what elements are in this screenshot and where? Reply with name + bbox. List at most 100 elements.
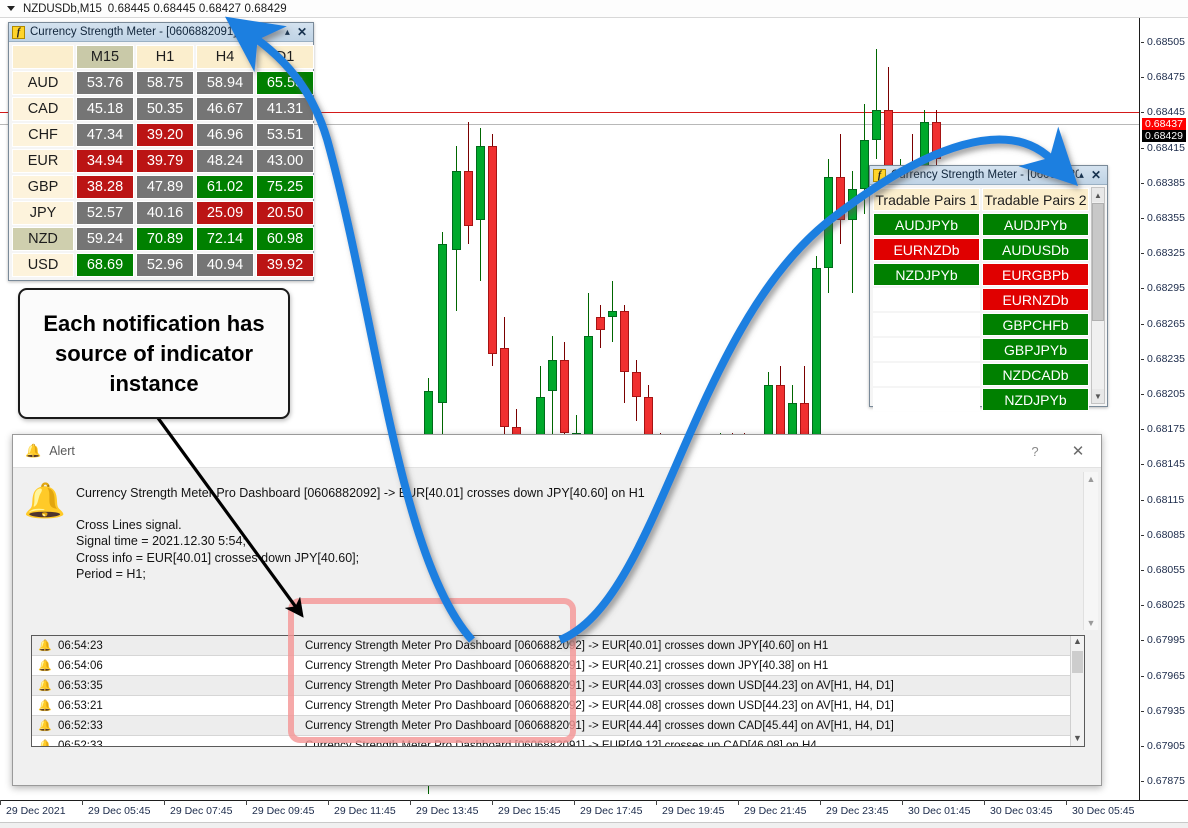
time-tick-label: 29 Dec 17:45 (573, 800, 643, 817)
alert-history-list[interactable]: 🔔 06:54:23 Currency Strength Meter Pro Das… (31, 635, 1085, 747)
scroll-down-icon[interactable]: ▼ (1073, 733, 1082, 743)
tradable-pair-cell[interactable]: GBPCHFb (982, 313, 1089, 336)
csm-strength-cell: 34.94 (76, 149, 134, 173)
price-tick-label: 0.68295 (1141, 282, 1188, 295)
csm-row-header[interactable]: JPY (12, 201, 74, 225)
csm-strength-cell: 52.96 (136, 253, 194, 277)
chart-ohlc-values: 0.68445 0.68445 0.68427 0.68429 (107, 2, 287, 15)
alert-dialog[interactable]: 🔔 Alert ? ✕ 🔔 Currency Strength Meter Pr… (12, 434, 1102, 786)
tradable-pair-empty-cell (873, 338, 980, 361)
csm-strength-cell: 40.94 (196, 253, 254, 277)
tradable-pair-cell[interactable]: AUDJPYb (982, 213, 1089, 236)
bell-icon: 🔔 (38, 740, 52, 747)
tradable-pair-cell[interactable]: NZDJPYb (982, 388, 1089, 411)
bell-icon: 🔔 (38, 680, 52, 692)
csm-column-header[interactable]: H4 (196, 45, 254, 69)
alert-list-row[interactable]: 🔔 06:53:35 Currency Strength Meter Pro Das… (32, 676, 1084, 696)
tradable-pairs-panel[interactable]: f Currency Strength Meter - [0606882092]… (869, 165, 1108, 411)
time-tick-label: 30 Dec 05:45 (1065, 800, 1135, 817)
time-tick-label: 29 Dec 07:45 (163, 800, 233, 817)
alert-message-text: Currency Strength Meter Pro Dashboard [0… (76, 469, 1100, 633)
minimize-icon[interactable]: ▴ (284, 26, 290, 38)
time-tick-label: 30 Dec 03:45 (983, 800, 1053, 817)
alert-list-row[interactable]: 🔔 06:54:23 Currency Strength Meter Pro Das… (32, 636, 1084, 656)
tradable-pair-cell[interactable]: NZDCADb (982, 363, 1089, 386)
scroll-up-icon[interactable]: ▲ (1092, 188, 1104, 202)
candle-body (608, 311, 617, 318)
alert-dialog-titlebar[interactable]: 🔔 Alert ? ✕ (13, 435, 1101, 468)
tradable-pair-empty-cell (873, 363, 980, 386)
tradable-pair-cell[interactable]: NZDJPYb (873, 263, 980, 286)
chart-symbol-label: NZDUSDb,M15 (23, 2, 102, 15)
price-tick-label: 0.68475 (1141, 71, 1188, 84)
csm-column-header[interactable]: D1 (256, 45, 314, 69)
alert-row-message: Currency Strength Meter Pro Dashboard [0… (305, 659, 829, 672)
bell-icon-large: 🔔 (23, 482, 67, 520)
chart-menu-triangle-icon[interactable] (7, 6, 15, 11)
chart-header-bar: NZDUSDb,M15 0.68445 0.68445 0.68427 0.68… (0, 0, 1188, 18)
csm-row-header[interactable]: GBP (12, 175, 74, 199)
time-tick-label: 29 Dec 15:45 (491, 800, 561, 817)
price-tick-label: 0.67935 (1141, 705, 1188, 718)
tradable-pair-cell[interactable]: GBPJPYb (982, 338, 1089, 361)
alert-list-row[interactable]: 🔔 06:54:06 Currency Strength Meter Pro Das… (32, 656, 1084, 676)
currency-strength-meter-panel[interactable]: f Currency Strength Meter - [0606882091]… (8, 22, 314, 281)
candle-wick (552, 335, 553, 452)
alert-detail-line: Signal time = 2021.12.30 5:54; (76, 534, 246, 548)
alert-list-scrollbar[interactable]: ▲ ▼ (1070, 636, 1084, 746)
candle-body (776, 384, 785, 440)
tradable-pair-cell[interactable]: EURGBPb (982, 263, 1089, 286)
tradable-pairs-titlebar[interactable]: f Currency Strength Meter - [0606882092]… (870, 166, 1107, 185)
csm-column-header[interactable]: M15 (76, 45, 134, 69)
csm-strength-cell: 39.20 (136, 123, 194, 147)
tradable-pairs-table: Tradable Pairs 1 Tradable Pairs 2 AUDJPYb A… (870, 185, 1107, 414)
tradable-pairs-title: Currency Strength Meter - [0606882092] (891, 169, 1079, 181)
price-tick-label: 0.68055 (1141, 564, 1188, 577)
scroll-down-icon[interactable]: ▼ (1092, 389, 1104, 403)
alert-list-row[interactable]: 🔔 06:53:21 Currency Strength Meter Pro Das… (32, 696, 1084, 716)
candle-wick (876, 48, 877, 159)
candlestick (500, 18, 509, 800)
price-axis[interactable]: 0.68505 0.68475 0.68445 0.68415 0.68385 0.683… (1141, 18, 1188, 800)
csm-column-header[interactable]: H1 (136, 45, 194, 69)
candle-body (584, 335, 593, 446)
alert-row-time: 06:52:33 (58, 739, 103, 747)
scroll-up-icon[interactable]: ▲ (1086, 474, 1096, 484)
csm-row-header[interactable]: CHF (12, 123, 74, 147)
minimize-icon[interactable]: ▴ (1078, 169, 1084, 181)
csm-strength-cell: 48.24 (196, 149, 254, 173)
csm-row-header[interactable]: NZD (12, 227, 74, 251)
price-tick-label: 0.68325 (1141, 247, 1188, 260)
csm-row-header[interactable]: EUR (12, 149, 74, 173)
scrollbar-thumb[interactable] (1072, 651, 1083, 673)
tradable-pair-cell[interactable]: AUDJPYb (873, 213, 980, 236)
csm-strength-cell: 53.51 (256, 123, 314, 147)
csm-row-header[interactable]: CAD (12, 97, 74, 121)
fx-indicator-icon: f (873, 168, 886, 182)
alert-list-row[interactable]: 🔔 06:52:33 Currency Strength Meter Pro Das… (32, 736, 1084, 747)
candle-body (452, 170, 461, 251)
alert-message-scrollbar[interactable]: ▲ ▼ (1083, 472, 1098, 630)
csm-panel-titlebar[interactable]: f Currency Strength Meter - [0606882091]… (9, 23, 313, 42)
candle-body (620, 311, 629, 373)
csm-row-header[interactable]: AUD (12, 71, 74, 95)
current-ask-price-label: 0.68437 (1142, 118, 1186, 131)
close-button[interactable]: ✕ (1071, 443, 1085, 460)
tradable-pair-cell[interactable]: EURNZDb (982, 288, 1089, 311)
scroll-down-icon[interactable]: ▼ (1086, 618, 1096, 628)
tradable-pairs-scrollbar[interactable]: ▲ ▼ (1091, 187, 1105, 404)
candle-body (438, 244, 447, 403)
tradable-pair-cell[interactable]: EURNZDb (873, 238, 980, 261)
help-button[interactable]: ? (1031, 443, 1039, 459)
scroll-up-icon[interactable]: ▲ (1073, 636, 1082, 646)
candle-body (848, 189, 857, 220)
price-tick-label: 0.68355 (1141, 212, 1188, 225)
tradable-pair-cell[interactable]: AUDUSDb (982, 238, 1089, 261)
close-icon[interactable]: ✕ (296, 25, 307, 39)
scrollbar-thumb[interactable] (1092, 203, 1104, 321)
close-icon[interactable]: ✕ (1090, 168, 1101, 182)
alert-list-row[interactable]: 🔔 06:52:33 Currency Strength Meter Pro Das… (32, 716, 1084, 736)
csm-row-header[interactable]: USD (12, 253, 74, 277)
current-bid-price-label: 0.68429 (1142, 130, 1186, 143)
csm-strength-cell: 40.16 (136, 201, 194, 225)
